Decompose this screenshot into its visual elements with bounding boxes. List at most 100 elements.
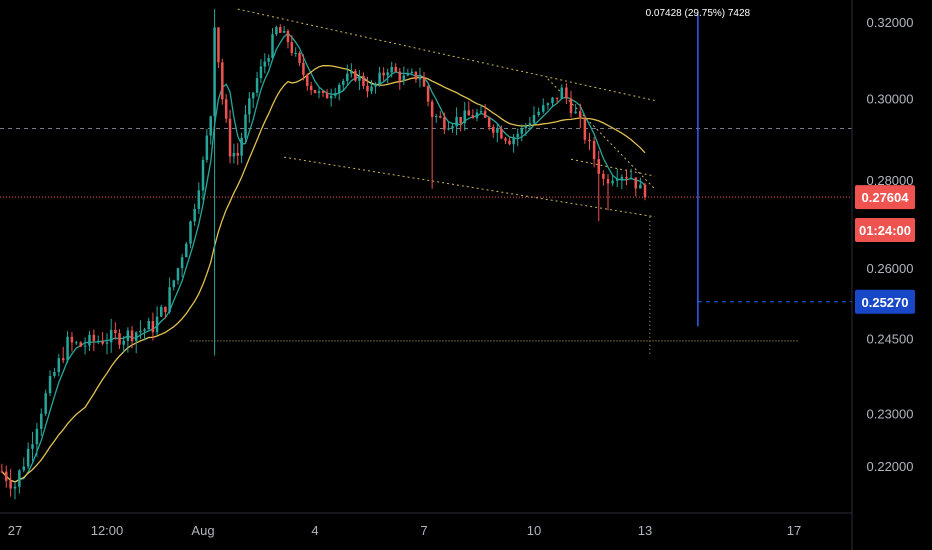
candle-body — [378, 72, 381, 84]
candle-body — [569, 98, 573, 114]
candle-body — [479, 111, 483, 113]
candle-body — [418, 77, 422, 80]
candle-body — [398, 71, 402, 81]
candle-body — [551, 97, 554, 104]
candle-body — [565, 87, 568, 99]
candle-body — [4, 471, 8, 481]
candle-body — [541, 105, 545, 112]
wedge-lower-line — [570, 158, 655, 177]
candle-body — [130, 330, 134, 342]
candle-body — [574, 111, 577, 114]
candle-body — [639, 184, 642, 189]
candle-body — [492, 127, 495, 133]
candle-body — [508, 140, 511, 145]
candle-body — [467, 110, 471, 116]
candle-body — [114, 329, 117, 334]
x-tick-label: 7 — [420, 523, 427, 538]
candle-body — [414, 71, 418, 80]
candle-body — [611, 180, 614, 184]
price-axis[interactable]: 0.32000 0.30000 0.28000 0.26000 0.24500 0.230… — [867, 15, 914, 474]
candle-body — [96, 340, 100, 342]
candle-body — [463, 110, 466, 124]
candle-body — [193, 208, 196, 222]
candle-body — [394, 66, 397, 72]
candle-body — [275, 27, 278, 35]
time-axis[interactable]: 27 12:00 Aug 4 7 10 13 17 — [8, 523, 801, 538]
candle-body — [362, 75, 365, 86]
candle-body — [240, 137, 243, 156]
candle-body — [31, 444, 34, 449]
candle-body — [500, 129, 503, 139]
candle-body — [251, 92, 255, 99]
candle-body — [602, 173, 605, 179]
candle-body — [290, 42, 294, 54]
candle-body — [213, 27, 216, 117]
ma-slow-line — [1, 65, 646, 483]
candle-body — [139, 330, 142, 333]
candle-body — [592, 141, 596, 160]
candle-body — [44, 393, 47, 414]
last-price-badge: 0.27604 — [855, 185, 915, 210]
candle-body — [634, 177, 638, 189]
candle-body — [354, 70, 357, 81]
candle-body — [88, 334, 91, 346]
channel-upper-line — [237, 8, 655, 101]
candle-body — [459, 116, 462, 124]
candle-body — [620, 176, 624, 180]
y-tick-label: 0.22000 — [867, 459, 914, 474]
candle-body — [189, 221, 192, 244]
candle-body — [313, 90, 317, 93]
candle-body — [66, 336, 69, 361]
target-price-value: 0.25270 — [862, 295, 909, 310]
countdown-value: 01:24:00 — [859, 223, 911, 238]
candle-body — [346, 73, 349, 81]
candle-body — [302, 62, 305, 75]
y-tick-label: 0.26000 — [867, 261, 914, 276]
candle-body — [271, 34, 274, 58]
y-tick-label: 0.28000 — [867, 173, 914, 188]
candle-body — [278, 27, 282, 33]
candle-body — [430, 101, 434, 118]
measure-label: 0.07428 (29.75%) 7428 — [646, 8, 751, 19]
candle-body — [286, 30, 290, 43]
candle-body — [524, 125, 528, 129]
candle-body — [455, 116, 458, 127]
candle-body — [528, 123, 532, 126]
candle-body — [625, 176, 628, 179]
candle-body — [406, 72, 410, 76]
candle-body — [496, 129, 499, 133]
countdown-badge: 01:24:00 — [855, 218, 915, 242]
candle-body — [105, 342, 109, 344]
candle-body — [160, 306, 163, 317]
candle-body — [134, 332, 138, 342]
candle-body — [390, 66, 393, 73]
candle-body — [306, 74, 309, 86]
candle-body — [447, 128, 450, 130]
candle-body — [255, 78, 259, 93]
candle-body — [172, 280, 176, 288]
candle-body — [422, 77, 426, 87]
x-tick-label: 13 — [638, 523, 652, 538]
candle-body — [22, 466, 26, 471]
candle-body — [451, 126, 454, 129]
candle-body — [48, 375, 52, 394]
candle-body — [26, 448, 30, 467]
candle-body — [294, 52, 297, 54]
candle-body — [329, 95, 333, 99]
candle-body — [35, 428, 39, 445]
candle-body — [342, 80, 345, 85]
candle-body — [471, 115, 475, 119]
candle-body — [244, 114, 247, 138]
candle-body — [209, 116, 212, 136]
candle-body — [434, 116, 438, 118]
candle-body — [232, 153, 236, 157]
x-tick-label: 4 — [311, 523, 318, 538]
candle-body — [201, 159, 205, 191]
candle-body — [597, 159, 601, 174]
candle-body — [643, 184, 647, 198]
candle-body — [439, 116, 442, 118]
candle-body — [164, 306, 167, 312]
candle-body — [101, 340, 104, 344]
candle-body — [475, 112, 479, 119]
